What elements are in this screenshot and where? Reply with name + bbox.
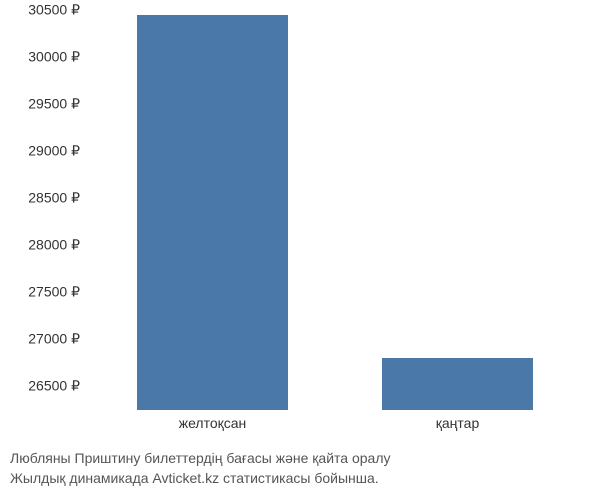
y-axis: 26500 ₽ 27000 ₽ 27500 ₽ 28000 ₽ 28500 ₽ 29000…: [0, 10, 85, 410]
x-tick-label: желтоқсан: [179, 415, 247, 431]
y-tick-label: 27000 ₽: [28, 331, 80, 348]
plot-area: [90, 10, 580, 410]
x-tick-label: қаңтар: [436, 415, 479, 431]
y-tick-label: 27500 ₽: [28, 284, 80, 301]
y-tick-label: 29000 ₽: [28, 143, 80, 160]
y-tick-label: 28500 ₽: [28, 190, 80, 207]
caption-line-2: Жылдық динамикада Avticket.kz статистика…: [10, 468, 590, 488]
bar: [382, 358, 534, 410]
caption-line-1: Любляны Приштину билеттердің бағасы және…: [10, 448, 590, 468]
chart-caption: Любляны Приштину билеттердің бағасы және…: [10, 448, 590, 489]
y-tick-label: 26500 ₽: [28, 378, 80, 395]
bar: [137, 15, 289, 410]
y-tick-label: 30000 ₽: [28, 49, 80, 66]
y-tick-label: 28000 ₽: [28, 237, 80, 254]
price-chart: 26500 ₽ 27000 ₽ 27500 ₽ 28000 ₽ 28500 ₽ 29000…: [0, 0, 600, 500]
x-axis: желтоқсан қаңтар: [90, 415, 580, 440]
y-tick-label: 29500 ₽: [28, 96, 80, 113]
y-tick-label: 30500 ₽: [28, 2, 80, 19]
